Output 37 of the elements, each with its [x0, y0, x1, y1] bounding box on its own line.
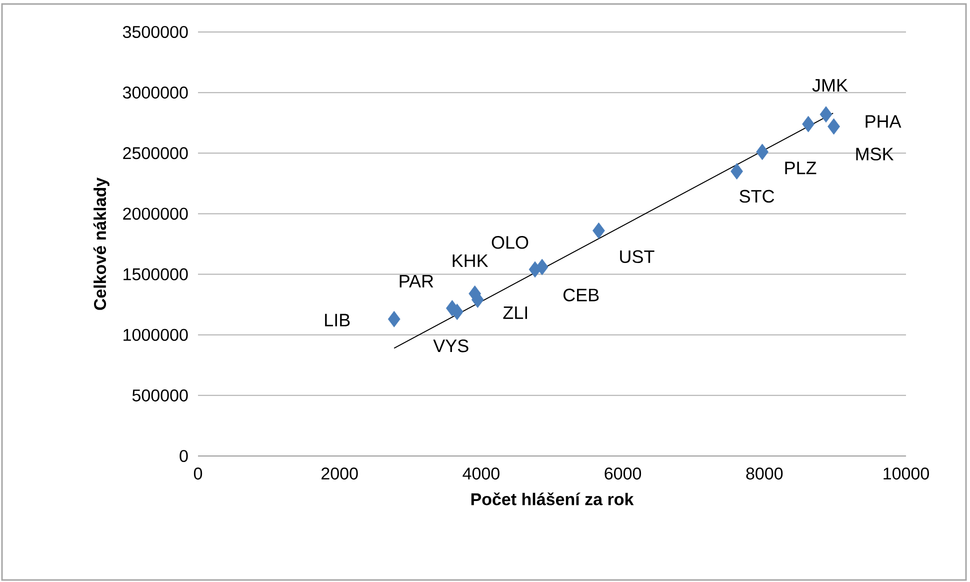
point: [802, 116, 814, 132]
point: [536, 258, 548, 276]
annotation: PHA: [866, 115, 902, 128]
annotation: PAR: [400, 275, 434, 288]
annotation: PLZ: [785, 162, 816, 174]
point: [756, 144, 768, 160]
annotation: JMK: [812, 79, 848, 92]
y-tick-label: 1000000: [124, 328, 188, 341]
y-tick-label: 3500000: [122, 26, 188, 38]
annotation: LIB: [325, 314, 350, 326]
x-axis-title: Počet hlášení za rok: [471, 492, 634, 506]
y-tick-label: 0: [180, 450, 188, 462]
annotation: UST: [620, 250, 654, 264]
annotation: MSK: [856, 148, 894, 160]
annotation: STC: [740, 190, 774, 203]
annotation: ZLI: [503, 306, 528, 319]
y-axis-title: Celkové náklady: [93, 177, 110, 310]
annotation: VYS: [433, 339, 468, 352]
point: [592, 222, 605, 239]
x-tick-label: 0: [194, 468, 202, 480]
y-tick-label: 1500000: [124, 268, 188, 280]
annotation: CEB: [563, 288, 599, 302]
y-tick-label: 500000: [132, 389, 188, 402]
annotation: KHK: [452, 254, 488, 267]
point: [730, 163, 743, 180]
y-tick-label: 2000000: [123, 208, 188, 220]
x-tick-label: 4000: [462, 468, 500, 480]
x-tick-label: 2000: [322, 468, 358, 480]
y-tick-label: 3000000: [122, 86, 188, 99]
x-tick-label: 8000: [746, 468, 783, 480]
y-tick-label: 2500000: [123, 147, 188, 160]
annotation: OLO: [492, 236, 528, 249]
point: [820, 106, 832, 123]
point: [388, 310, 400, 328]
x-tick-label: 6000: [604, 468, 642, 480]
x-tick-label: 10000: [884, 468, 929, 480]
point: [828, 118, 840, 135]
